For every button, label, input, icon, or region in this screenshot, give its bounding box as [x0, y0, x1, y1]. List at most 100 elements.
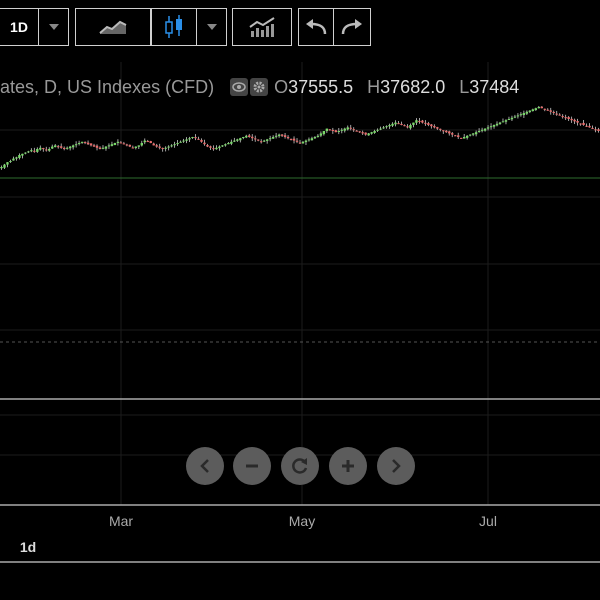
- candle-body: [119, 142, 123, 144]
- candle-body: [459, 137, 463, 139]
- candle-body: [346, 127, 349, 130]
- interval-dropdown[interactable]: [39, 8, 69, 46]
- candle-body: [445, 130, 448, 133]
- candle-body: [194, 137, 197, 139]
- interval-button[interactable]: 1D: [0, 8, 39, 46]
- candle-body: [364, 132, 367, 135]
- candle-body: [176, 143, 179, 145]
- candle-body: [101, 147, 105, 149]
- scroll-left-button[interactable]: [186, 447, 224, 485]
- candle-body: [200, 139, 203, 142]
- redo-icon: [341, 19, 362, 35]
- candle-body: [140, 143, 143, 146]
- candle-style-button[interactable]: [151, 8, 197, 46]
- candle-body: [349, 127, 352, 129]
- candle-body: [12, 158, 15, 161]
- reset-icon: [292, 458, 308, 474]
- candle-body: [24, 152, 27, 154]
- candle-body: [325, 128, 329, 132]
- candle-body: [27, 151, 30, 153]
- candle-body: [158, 146, 161, 148]
- candle-body: [421, 120, 424, 123]
- candle-body: [149, 141, 152, 143]
- candle-body: [128, 144, 132, 147]
- candle-body: [286, 136, 290, 139]
- candle-body: [218, 146, 221, 149]
- candle-body: [39, 147, 42, 150]
- candle-body: [507, 119, 511, 120]
- candle-body: [594, 129, 597, 131]
- candle-body: [516, 115, 520, 117]
- candle-body: [322, 131, 326, 135]
- candle-body: [477, 131, 481, 132]
- indicators-button[interactable]: [232, 8, 292, 46]
- zoom-out-button[interactable]: [233, 447, 271, 485]
- candle-body: [468, 134, 472, 136]
- candle-body: [167, 146, 170, 148]
- chevron-right-icon: [392, 459, 401, 473]
- candle-body: [295, 140, 299, 142]
- candle-body: [474, 132, 478, 135]
- candle-body: [489, 126, 493, 128]
- candle-body: [567, 117, 570, 119]
- candle-body: [510, 117, 514, 120]
- candle-body: [146, 141, 149, 143]
- candle-body: [558, 114, 561, 116]
- candle-body: [448, 131, 451, 134]
- candle-body: [427, 123, 430, 125]
- zoom-in-button[interactable]: [329, 447, 367, 485]
- candle-body: [528, 110, 532, 113]
- chart-type-dropdown[interactable]: [197, 8, 227, 46]
- chart-style-button[interactable]: [75, 8, 151, 46]
- candle-body: [134, 146, 138, 148]
- candle-body: [495, 123, 499, 126]
- candle-body: [540, 106, 543, 109]
- candle-body: [462, 137, 466, 139]
- candle-body: [221, 145, 224, 147]
- candle-body: [376, 129, 379, 131]
- candle-body: [230, 141, 233, 144]
- candle-body: [319, 133, 323, 136]
- reset-button[interactable]: [281, 447, 319, 485]
- scroll-right-button[interactable]: [377, 447, 415, 485]
- redo-button[interactable]: [334, 8, 371, 46]
- undo-button[interactable]: [298, 8, 334, 46]
- candle-body: [289, 138, 293, 140]
- candle-body: [36, 149, 39, 152]
- candle-body: [400, 123, 403, 125]
- candle-body: [89, 143, 93, 146]
- symbol-title: ates, D, US Indexes (CFD): [0, 76, 215, 97]
- candlestick-icon: [165, 15, 182, 38]
- eye-icon[interactable]: [230, 78, 249, 96]
- high-label: H: [367, 76, 381, 97]
- candle-body: [209, 146, 212, 148]
- interval-label: 1D: [10, 19, 28, 35]
- candle-body: [0, 167, 3, 169]
- candle-body: [283, 135, 287, 137]
- candle-body: [579, 123, 582, 125]
- candle-body: [54, 145, 57, 148]
- candle-body: [98, 147, 102, 149]
- candle-body: [268, 138, 272, 140]
- candle-body: [483, 128, 487, 131]
- candle-body: [6, 162, 9, 165]
- candle-body: [277, 134, 281, 137]
- chevron-down-icon: [48, 24, 59, 30]
- candle-body: [33, 150, 36, 152]
- gear-icon[interactable]: [250, 78, 269, 96]
- candle-body: [331, 129, 335, 131]
- candle-body: [197, 138, 200, 140]
- candle-body: [203, 142, 206, 145]
- indicators-icon: [249, 17, 275, 37]
- range-label[interactable]: 1d: [20, 539, 36, 555]
- candle-body: [95, 145, 99, 148]
- series-legend: ates, D, US Indexes (CFD) O 37555.5 H 37…: [0, 74, 600, 100]
- candle-body: [549, 110, 552, 112]
- candle-body: [537, 107, 541, 109]
- candle-body: [310, 138, 314, 141]
- candle-body: [15, 157, 18, 159]
- candle-body: [104, 146, 108, 149]
- candle-body: [480, 129, 484, 131]
- candle-body: [77, 143, 81, 144]
